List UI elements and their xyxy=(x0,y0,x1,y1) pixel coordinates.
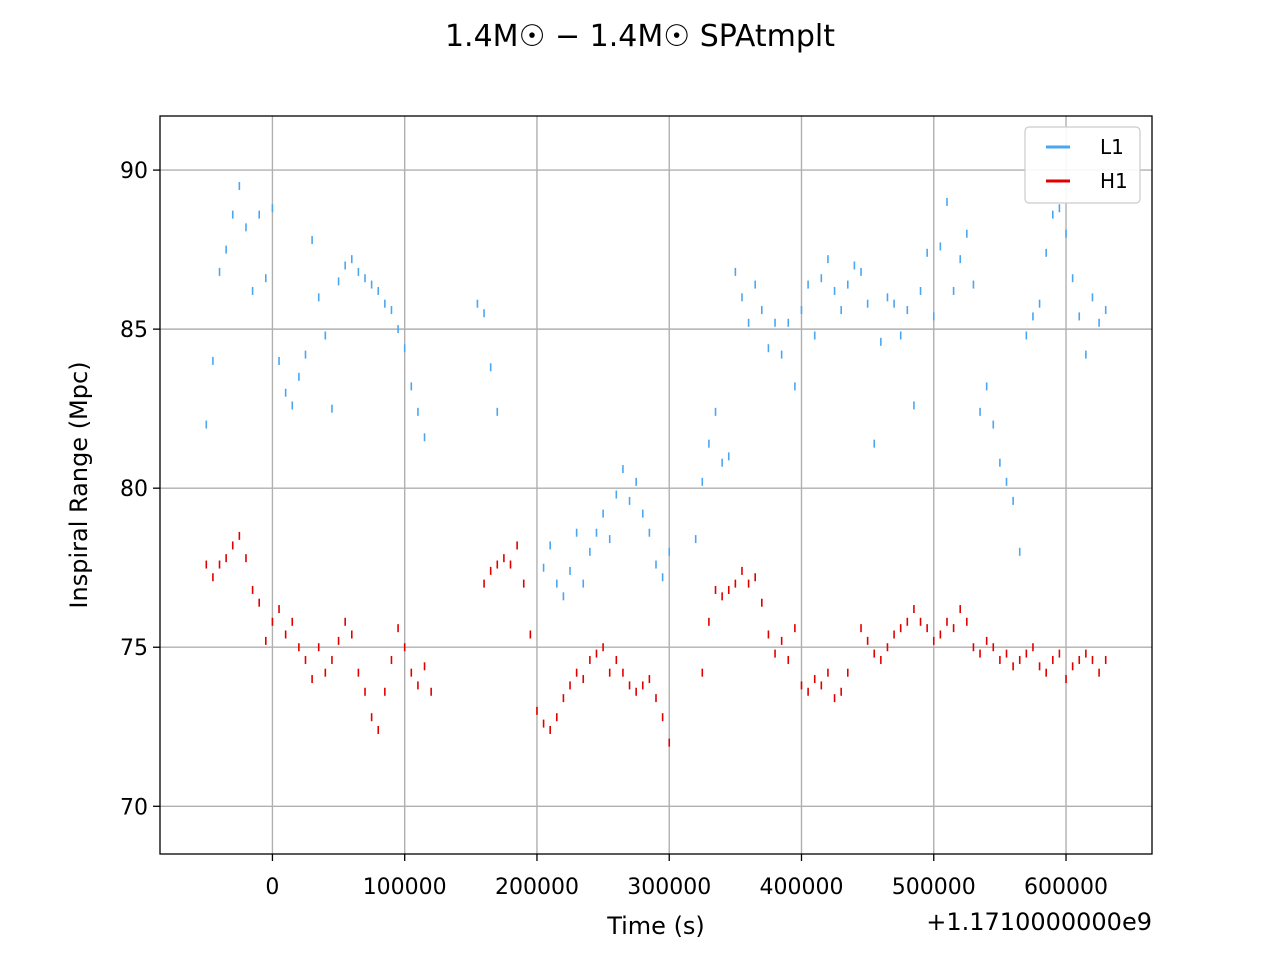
gridlines xyxy=(160,116,1152,854)
x-tick-label: 0 xyxy=(265,875,279,900)
series-h1 xyxy=(205,531,1107,747)
legend-label-l1: L1 xyxy=(1100,135,1124,159)
y-tick-label: 85 xyxy=(120,318,148,343)
legend-label-h1: H1 xyxy=(1100,169,1128,193)
x-axis: 0 100000 200000 300000 400000 500000 600000 xyxy=(265,854,1108,900)
x-tick-label: 400000 xyxy=(760,875,844,900)
y-axis: 70 75 80 85 90 xyxy=(120,159,160,820)
x-axis-label: Time (s) xyxy=(606,912,705,940)
y-tick-label: 75 xyxy=(120,636,148,661)
x-tick-label: 200000 xyxy=(495,875,579,900)
x-axis-offset-label: +1.1710000000e9 xyxy=(926,908,1152,936)
y-axis-label: Inspiral Range (Mpc) xyxy=(65,361,93,608)
y-tick-label: 70 xyxy=(120,795,148,820)
x-tick-label: 300000 xyxy=(627,875,711,900)
plot-area xyxy=(160,116,1152,854)
plot-frame xyxy=(159,115,1153,855)
y-tick-label: 90 xyxy=(120,159,148,184)
series-layer xyxy=(205,181,1107,747)
x-tick-label: 600000 xyxy=(1024,875,1108,900)
y-tick-label: 80 xyxy=(120,477,148,502)
legend: L1 H1 xyxy=(1024,126,1141,204)
chart-title: 1.4M☉ − 1.4M☉ SPAtmplt xyxy=(445,19,835,54)
x-tick-label: 100000 xyxy=(363,875,447,900)
series-l1 xyxy=(205,181,1107,601)
x-tick-label: 500000 xyxy=(892,875,976,900)
